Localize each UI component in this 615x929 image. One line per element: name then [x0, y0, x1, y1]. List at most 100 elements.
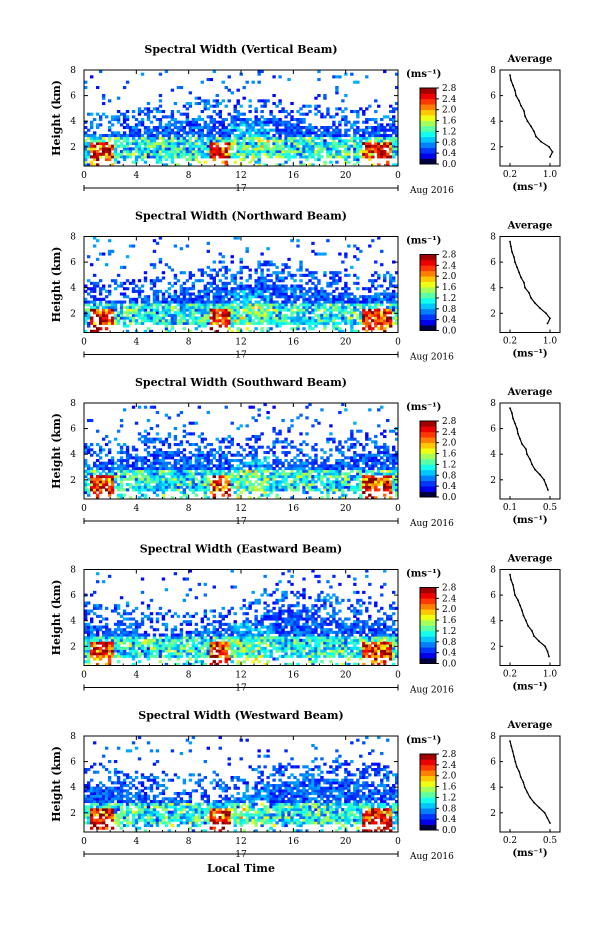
heatmap-cell: [227, 475, 231, 479]
panel-title: Spectral Width (Southward Beam): [135, 376, 347, 389]
heatmap-cell: [84, 152, 88, 156]
heatmap-cell: [392, 123, 396, 127]
heatmap-cell: [281, 308, 285, 312]
heatmap-cell: [206, 115, 210, 119]
heatmap-cell: [302, 287, 306, 291]
heatmap-cell: [206, 128, 210, 132]
heatmap-cell: [203, 152, 208, 156]
heatmap-cell: [302, 273, 306, 277]
heatmap-cell: [191, 319, 196, 323]
heatmap-cell: [155, 295, 160, 299]
heatmap-cell: [326, 284, 330, 288]
heatmap-cell: [227, 139, 231, 143]
heatmap-cell: [263, 152, 267, 156]
heatmap-cell: [149, 110, 154, 114]
heatmap-cell: [284, 120, 288, 124]
heatmap-cell: [386, 324, 390, 328]
heatmap-cell: [362, 150, 366, 154]
heatmap-cell: [272, 284, 276, 288]
heatmap-cell: [299, 413, 303, 417]
heatmap-cell: [173, 147, 178, 151]
heatmap-cell: [140, 297, 145, 301]
heatmap-cell: [305, 316, 309, 320]
heatmap-cell: [377, 139, 381, 143]
heatmap-cell: [221, 120, 225, 124]
heatmap-cell: [377, 144, 381, 148]
heatmap-cell: [122, 131, 127, 135]
heatmap-cell: [122, 134, 127, 138]
heatmap-cell: [146, 451, 151, 455]
heatmap-cell: [98, 252, 103, 256]
heatmap-cell: [125, 469, 130, 473]
heatmap-cell: [206, 289, 210, 293]
heatmap-cell: [221, 453, 225, 457]
heatmap-cell: [197, 268, 202, 272]
heatmap-cell: [230, 128, 234, 132]
heatmap-cell: [296, 467, 300, 471]
heatmap-cell: [248, 445, 252, 449]
heatmap-cell: [293, 152, 297, 156]
heatmap-cell: [206, 313, 210, 317]
heatmap-cell: [323, 134, 327, 138]
heatmap-cell: [227, 303, 231, 307]
heatmap-cell: [389, 469, 393, 473]
heatmap-cell: [365, 295, 369, 299]
heatmap-cell: [305, 155, 309, 159]
heatmap-cell: [179, 300, 184, 304]
heatmap-cell: [290, 459, 294, 463]
heatmap-cell: [239, 150, 243, 154]
heatmap-cell: [203, 300, 208, 304]
colorbar-tick-label: 2.0: [442, 272, 457, 282]
heatmap-cell: [155, 411, 160, 415]
heatmap-cell: [272, 305, 276, 309]
heatmap-cell: [224, 300, 228, 304]
heatmap-cell: [170, 300, 175, 304]
heatmap-cell: [194, 467, 199, 471]
heatmap-cell: [107, 308, 112, 312]
heatmap-cell: [344, 295, 348, 299]
heatmap-cell: [287, 273, 291, 277]
heatmap-cell: [194, 477, 199, 481]
heatmap-cell: [275, 464, 279, 468]
heatmap-cell: [101, 96, 106, 100]
heatmap-cell: [338, 461, 342, 465]
heatmap-cell: [164, 289, 169, 293]
heatmap-cell: [269, 464, 273, 468]
heatmap-cell: [146, 107, 151, 111]
heatmap-cell: [167, 136, 172, 140]
month-label: Aug 2016: [409, 186, 454, 196]
heatmap-cell: [347, 147, 351, 151]
heatmap-cell: [302, 475, 306, 479]
heatmap-cell: [206, 126, 210, 130]
heatmap-cell: [197, 289, 202, 293]
heatmap-cell: [347, 321, 351, 325]
heatmap-cell: [170, 268, 175, 272]
heatmap-cell: [176, 131, 181, 135]
heatmap-cell: [236, 464, 240, 468]
heatmap-cell: [167, 416, 172, 420]
heatmap-cell: [374, 453, 378, 457]
heatmap-cell: [305, 416, 309, 420]
heatmap-cell: [293, 461, 297, 465]
heatmap-cell: [113, 131, 118, 135]
heatmap-cell: [269, 295, 273, 299]
heatmap-cell: [296, 287, 300, 291]
heatmap-cell: [113, 472, 118, 476]
heatmap-cell: [242, 469, 246, 473]
heatmap-cell: [179, 150, 184, 154]
heatmap-cell: [275, 485, 279, 489]
heatmap-cell: [101, 316, 106, 320]
heatmap-cell: [143, 469, 148, 473]
heatmap-cell: [296, 128, 300, 132]
heatmap-cell: [362, 300, 366, 304]
heatmap-cell: [374, 144, 378, 148]
heatmap-cell: [200, 118, 205, 122]
heatmap-cell: [287, 150, 291, 154]
heatmap-cell: [329, 488, 333, 492]
panel-1: Spectral Width (Vertical Beam)2468Height…: [50, 43, 561, 196]
heatmap-cell: [149, 131, 154, 135]
heatmap-cell: [119, 445, 124, 449]
heatmap-cell: [374, 271, 378, 275]
heatmap-cell: [278, 459, 282, 463]
